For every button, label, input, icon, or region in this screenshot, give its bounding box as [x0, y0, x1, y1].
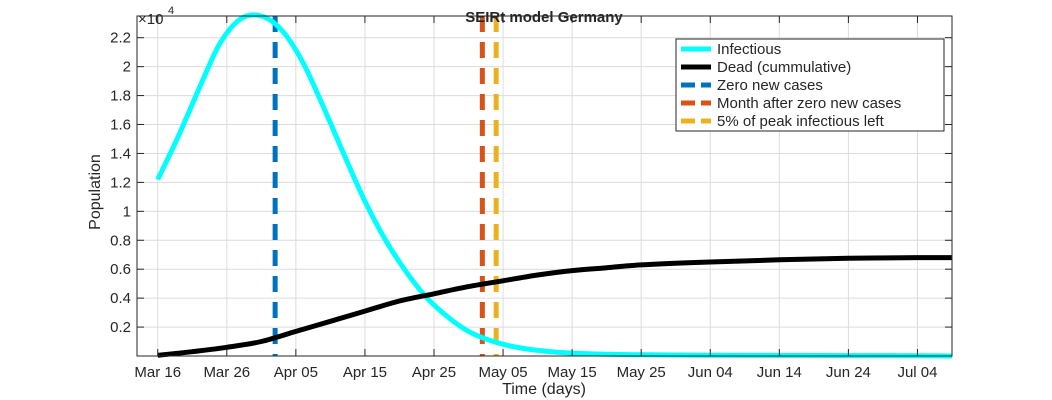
y-tick-label: 0.8	[110, 232, 131, 249]
legend-label: Zero new cases	[717, 77, 823, 94]
x-tick-label: Apr 05	[274, 364, 318, 381]
dead-cumulative-line	[157, 255, 953, 358]
y-tick-label: 1	[123, 203, 131, 220]
legend-infectious: Infectious	[681, 41, 781, 58]
x-tick-label: Mar 26	[203, 364, 250, 381]
y-tick-label: 0.4	[110, 290, 131, 307]
plot-area-frame	[136, 15, 953, 357]
y-multiplier-exponent: 4	[168, 5, 174, 17]
y-tick-label: 1.2	[110, 174, 131, 191]
axis-ticks: Mar 16 Mar 26 Apr 05 Apr 15 Apr 25 May 05 May …	[110, 16, 952, 381]
x-tick-label: Jun 14	[757, 364, 802, 381]
x-tick-label: Jun 04	[688, 364, 733, 381]
x-tick-label: May 15	[548, 364, 597, 381]
legend-label: Dead (cummulative)	[717, 59, 851, 76]
x-axis-label: Time (days)	[502, 381, 586, 398]
x-tick-label: Mar 16	[134, 364, 181, 381]
x-tick-label: May 25	[617, 364, 666, 381]
legend-month-after: Month after zero new cases	[681, 95, 901, 112]
legend-label: Infectious	[717, 41, 781, 58]
y-tick-label: 2.2	[110, 30, 131, 47]
y-multiplier-base: ×10	[138, 11, 163, 28]
x-tick-label: May 05	[478, 364, 527, 381]
legend-box	[675, 38, 945, 132]
y-tick-label: 1.4	[110, 145, 131, 162]
y-tick-label: 2	[123, 59, 131, 76]
legend-label: 5% of peak infectious left	[717, 113, 885, 130]
legend-zero-new-cases: Zero new cases	[681, 77, 823, 94]
infectious-line	[155, 12, 953, 359]
x-tick-label: Apr 15	[343, 364, 387, 381]
x-tick-label: Apr 25	[412, 364, 456, 381]
legend-dead: Dead (cummulative)	[681, 59, 851, 76]
x-tick-label: Jun 24	[826, 364, 871, 381]
legend-five-percent: 5% of peak infectious left	[681, 113, 885, 130]
legend-label: Month after zero new cases	[717, 95, 901, 112]
y-tick-label: 1.8	[110, 88, 131, 105]
y-tick-label: 0.6	[110, 261, 131, 278]
y-tick-label: 0.2	[110, 319, 131, 336]
series-layer	[155, 12, 953, 359]
y-multiplier: ×10 4	[138, 5, 174, 28]
y-axis-label: Population	[87, 154, 104, 230]
y-tick-label: 1.6	[110, 117, 131, 134]
x-tick-label: Jul 04	[897, 364, 937, 381]
chart-title: SEIRt model Germany	[465, 9, 623, 26]
